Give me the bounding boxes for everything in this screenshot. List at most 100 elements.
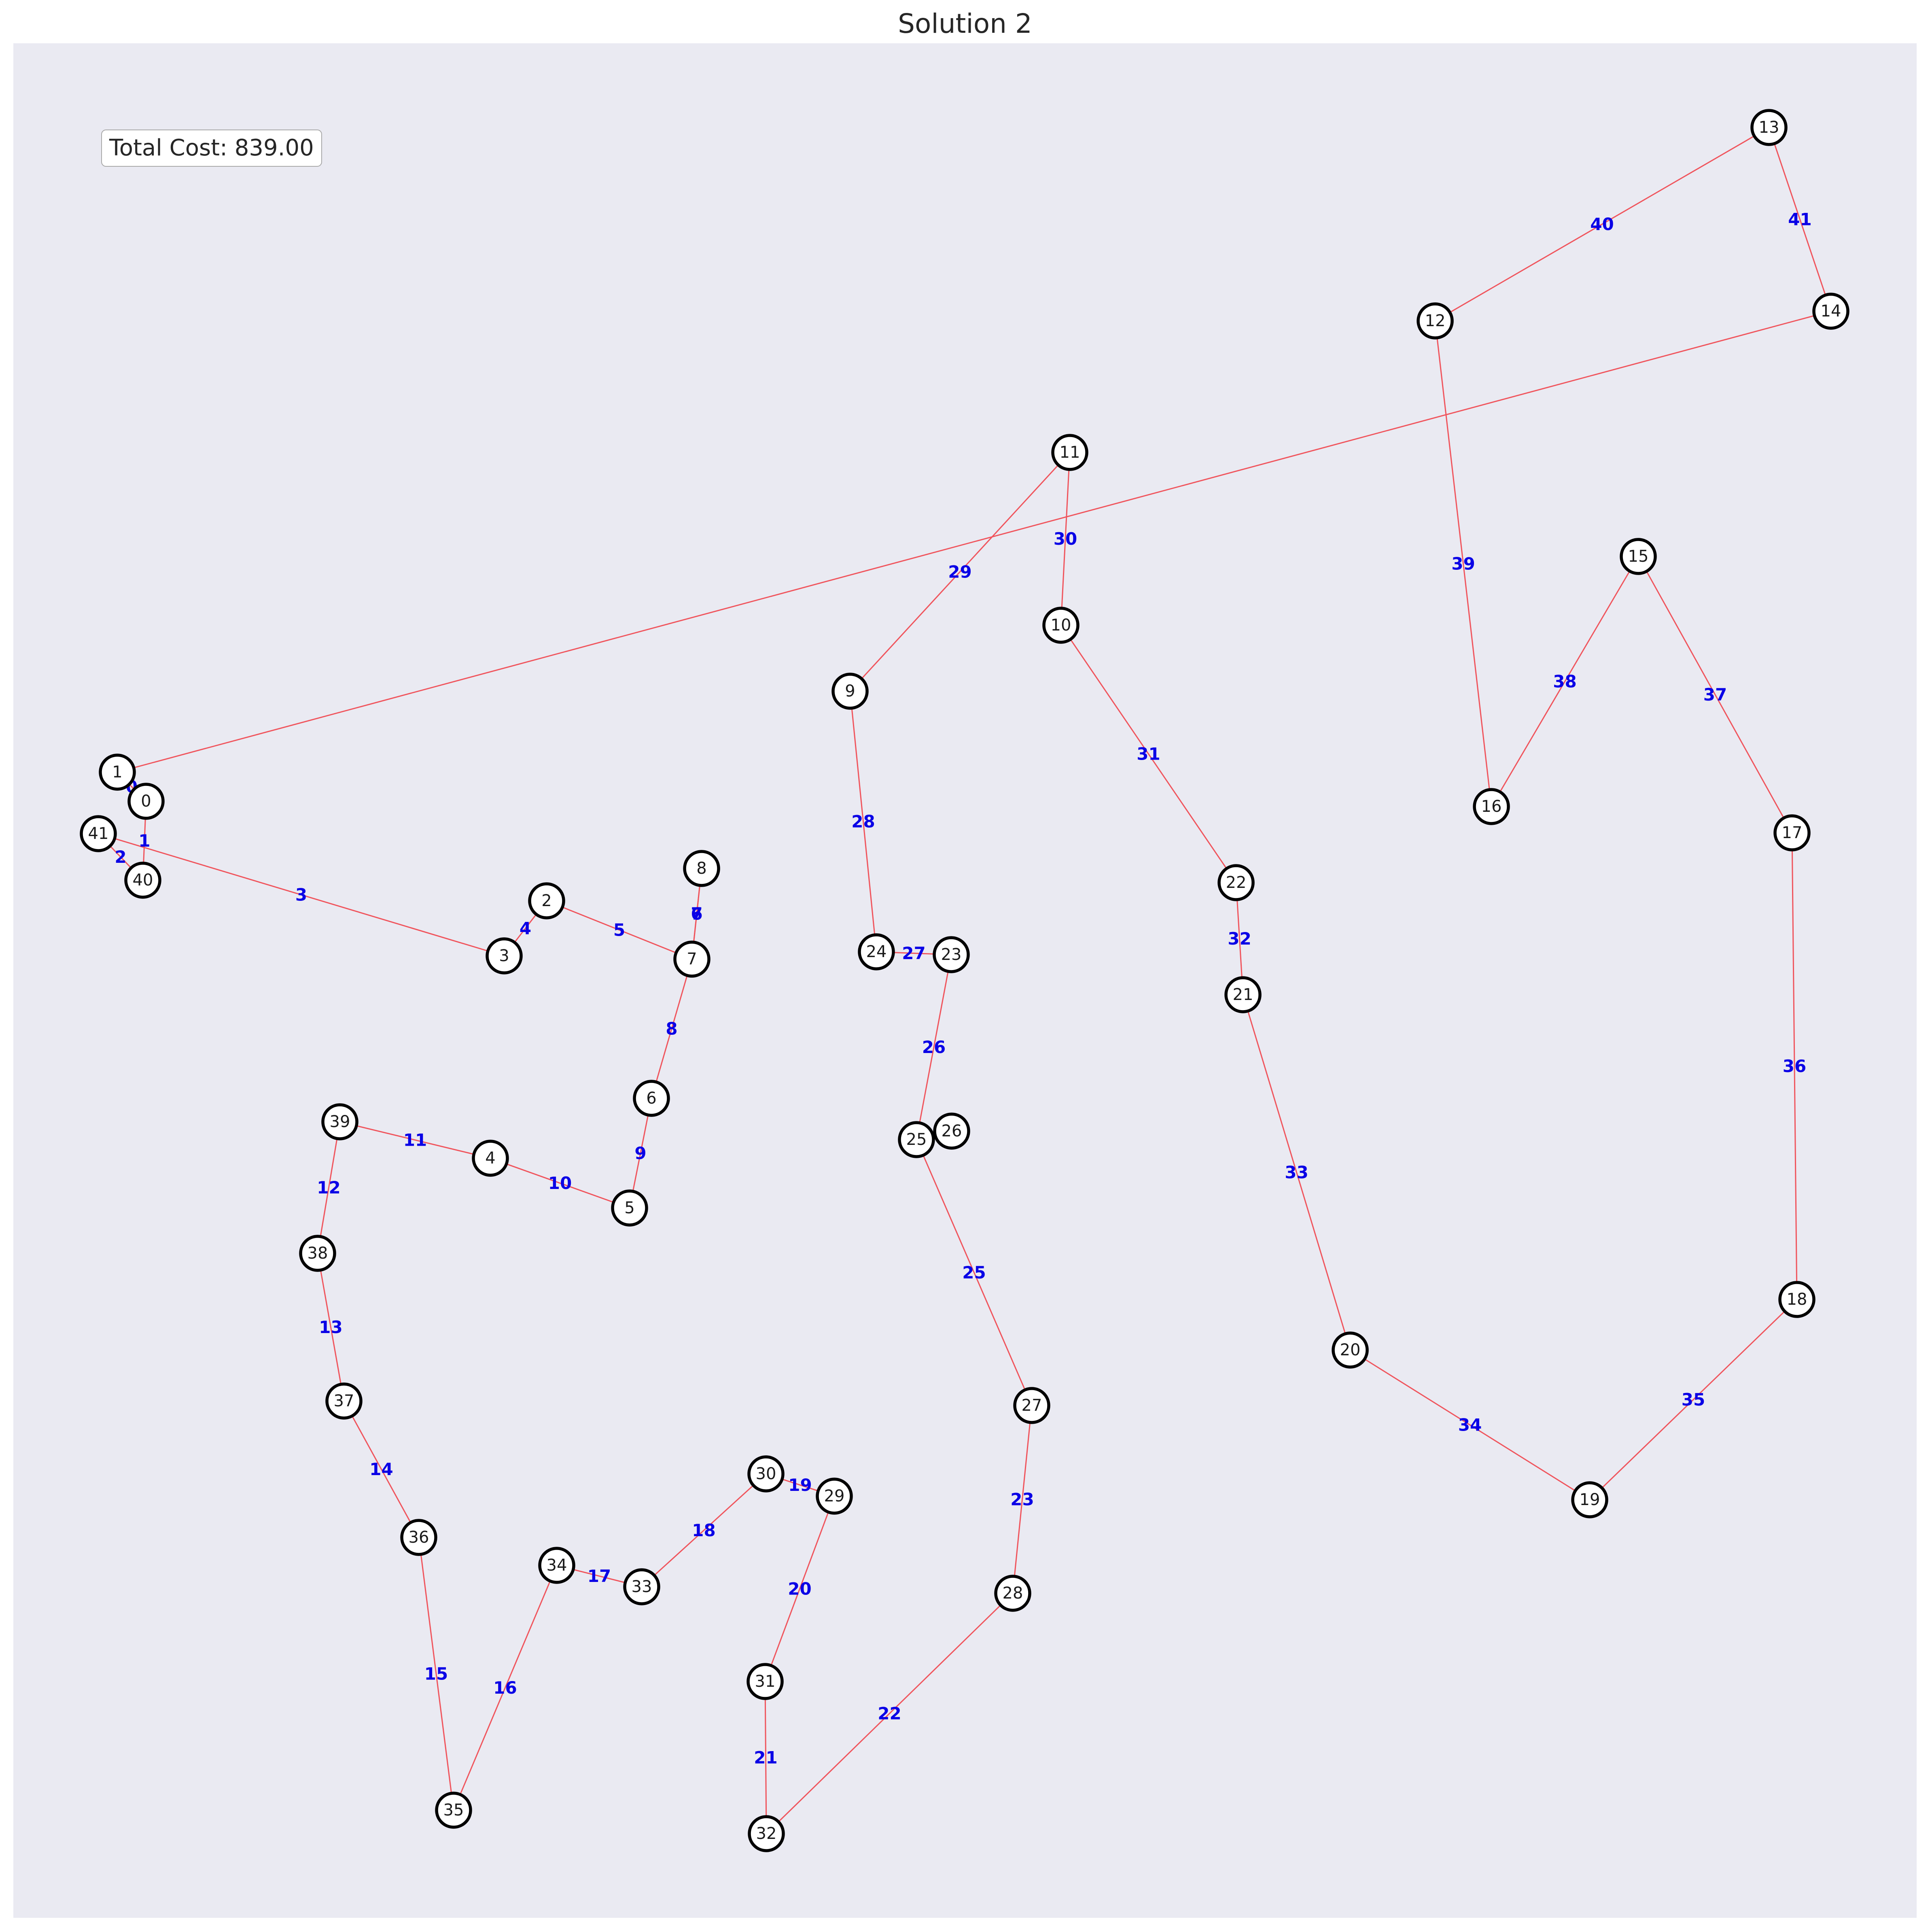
- nodes-layer: 0123456789101112131415161718192021222324…: [80, 109, 1849, 1852]
- node-17: 17: [1773, 814, 1811, 851]
- tour-edge: [98, 833, 505, 957]
- tour-edge: [1350, 1349, 1590, 1501]
- step-label: 35: [1682, 1390, 1705, 1410]
- node-7: 7: [673, 941, 710, 978]
- chart-title: Solution 2: [898, 8, 1032, 39]
- node-circle: [400, 1519, 437, 1556]
- node-label: 4: [485, 1149, 495, 1168]
- step-label: 19: [788, 1475, 812, 1495]
- node-circle: [1217, 864, 1255, 901]
- tour-edge: [490, 1157, 630, 1209]
- node-13: 13: [1750, 109, 1788, 146]
- node-circle: [633, 1080, 670, 1117]
- tour-edge: [1768, 127, 1832, 312]
- node-label: 23: [941, 945, 962, 964]
- step-label: 28: [851, 812, 875, 832]
- step-label: 25: [962, 1263, 986, 1282]
- node-35: 35: [435, 1792, 472, 1829]
- step-label: 21: [754, 1748, 777, 1768]
- node-label: 24: [866, 943, 887, 961]
- step-label: 38: [1553, 672, 1576, 692]
- node-label: 26: [942, 1122, 962, 1140]
- node-29: 29: [816, 1478, 853, 1515]
- node-label: 30: [756, 1465, 776, 1483]
- tour-edge: [453, 1565, 558, 1811]
- node-circle: [933, 1112, 970, 1150]
- node-34: 34: [538, 1547, 575, 1584]
- node-label: 14: [1821, 302, 1841, 321]
- step-label: 1: [138, 831, 150, 851]
- node-label: 33: [632, 1577, 652, 1596]
- tour-edge: [764, 1681, 767, 1834]
- step-label: 41: [1788, 210, 1811, 229]
- node-label: 32: [756, 1824, 777, 1843]
- tour-edge: [1060, 452, 1071, 626]
- tour-edge: [1589, 1299, 1798, 1501]
- node-circle: [623, 1568, 660, 1605]
- node-label: 17: [1782, 824, 1803, 842]
- tour-edge: [1242, 994, 1351, 1350]
- node-label: 34: [547, 1556, 567, 1575]
- step-label: 22: [878, 1704, 901, 1724]
- node-label: 16: [1481, 797, 1502, 816]
- node-39: 39: [321, 1103, 358, 1140]
- node-circle: [1571, 1481, 1608, 1518]
- tour-edge: [916, 954, 952, 1140]
- step-label: 34: [1458, 1415, 1482, 1435]
- node-label: 38: [308, 1244, 328, 1263]
- tour-edge: [1012, 1405, 1033, 1594]
- tour-edge: [343, 1401, 420, 1538]
- node-circle: [747, 1663, 784, 1700]
- step-label: 14: [369, 1459, 393, 1479]
- node-circle: [299, 1235, 336, 1272]
- step-label: 5: [613, 920, 625, 940]
- step-label: 33: [1285, 1163, 1308, 1183]
- tour-edge: [1491, 556, 1639, 807]
- tour-edge: [1435, 127, 1769, 322]
- node-label: 39: [330, 1112, 350, 1131]
- node-circle: [1224, 976, 1262, 1013]
- node-38: 38: [299, 1235, 336, 1272]
- node-circle: [80, 815, 117, 852]
- node-23: 23: [933, 936, 970, 973]
- node-5: 5: [611, 1189, 648, 1227]
- step-label: 40: [1590, 214, 1614, 234]
- node-circle: [127, 783, 165, 820]
- node-circle: [933, 936, 970, 973]
- node-circle: [325, 1382, 363, 1420]
- node-circle: [816, 1478, 853, 1515]
- node-label: 0: [141, 792, 151, 811]
- tour-edge: [629, 1098, 652, 1208]
- node-label: 12: [1425, 312, 1446, 330]
- step-label: 37: [1703, 685, 1727, 705]
- node-28: 28: [994, 1575, 1031, 1612]
- node-circle: [858, 933, 895, 970]
- node-label: 22: [1226, 873, 1247, 892]
- step-label: 2: [115, 847, 126, 867]
- step-label: 32: [1228, 929, 1251, 949]
- node-label: 18: [1787, 1290, 1807, 1309]
- tour-edge: [1434, 321, 1492, 807]
- tour-edge: [766, 1592, 1014, 1834]
- node-label: 31: [755, 1672, 776, 1691]
- step-label: 6: [691, 904, 702, 924]
- node-label: 36: [409, 1528, 429, 1547]
- step-label: 11: [403, 1130, 427, 1150]
- node-circle: [611, 1189, 648, 1227]
- step-label: 10: [548, 1173, 572, 1193]
- node-36: 36: [400, 1519, 437, 1556]
- tour-edge: [418, 1537, 454, 1811]
- tour-edge: [849, 691, 877, 952]
- node-circle: [435, 1792, 472, 1829]
- tour-edge: [1060, 625, 1237, 883]
- node-circle: [747, 1455, 785, 1493]
- step-label: 9: [634, 1143, 646, 1163]
- node-circle: [748, 1815, 785, 1852]
- tour-edge: [1791, 832, 1798, 1300]
- step-label: 26: [922, 1037, 946, 1057]
- node-19: 19: [1571, 1481, 1608, 1518]
- node-label: 19: [1580, 1490, 1600, 1509]
- node-circle: [1620, 538, 1657, 575]
